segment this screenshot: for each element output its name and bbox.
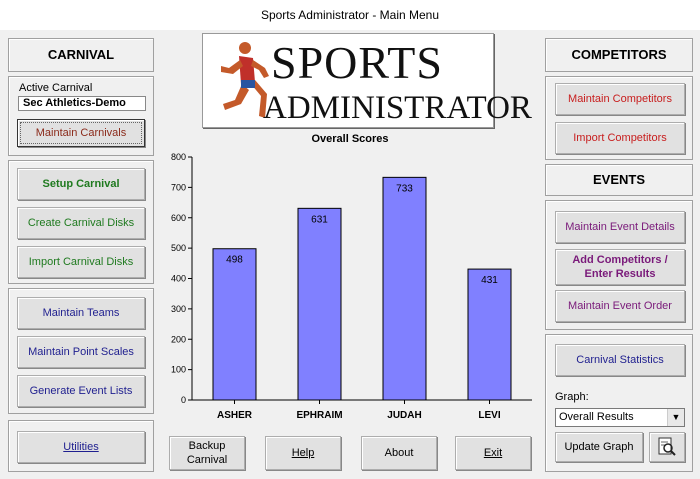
setup-carnival-label: Setup Carnival [42, 178, 120, 190]
maintain-teams-label: Maintain Teams [42, 307, 120, 319]
maintain-event-details-label: Maintain Event Details [565, 221, 675, 233]
about-label: About [384, 447, 414, 459]
y-tick-label: 700 [171, 182, 186, 192]
exit-label: Exit [483, 447, 503, 459]
carnival-heading: CARNIVAL [47, 47, 115, 62]
utilities-button[interactable]: Utilities [17, 431, 145, 463]
y-tick-label: 600 [171, 213, 186, 223]
carnival-statistics-label: Carnival Statistics [576, 354, 664, 366]
graph-select[interactable]: Overall Results ▼ [555, 408, 685, 427]
graph-select-value: Overall Results [559, 411, 634, 423]
maintain-event-order-label: Maintain Event Order [568, 300, 672, 312]
y-tick-label: 0 [181, 395, 186, 405]
maintain-event-details-button[interactable]: Maintain Event Details [555, 211, 685, 243]
active-carnival-panel: Active Carnival Sec Athletics-Demo Maint… [8, 76, 154, 156]
print-preview-button[interactable] [649, 432, 685, 462]
runner-icon [221, 42, 269, 118]
data-label-judah: 733 [396, 183, 413, 194]
backup-carnival-label-line-2: Carnival [186, 454, 228, 466]
logo-line-1: SPORTS [271, 37, 443, 88]
competitors-header-panel: COMPETITORS [545, 38, 693, 72]
bar-asher [212, 248, 257, 401]
import-carnival-disks-label: Import Carnival Disks [28, 256, 134, 268]
print-preview-icon [658, 437, 676, 456]
generate-event-lists-label: Generate Event Lists [29, 385, 133, 397]
exit-button[interactable]: Exit [455, 436, 531, 470]
carnival-statistics-button[interactable]: Carnival Statistics [555, 344, 685, 376]
active-carnival-label: Active Carnival [19, 82, 93, 94]
help-label: Help [291, 447, 315, 459]
x-tick-label-ephraim: EPHRAIM [296, 410, 342, 421]
import-competitors-label: Import Competitors [573, 132, 667, 144]
events-header-panel: EVENTS [545, 164, 693, 196]
data-label-ephraim: 631 [311, 214, 328, 225]
generate-event-lists-button[interactable]: Generate Event Lists [17, 375, 145, 407]
active-carnival-value: Sec Athletics-Demo [18, 96, 146, 111]
create-carnival-disks-button[interactable]: Create Carnival Disks [17, 207, 145, 239]
carnival-config-panel: Maintain Teams Maintain Point Scales Gen… [8, 288, 154, 414]
logo-line-2: ADMINISTRATOR [263, 90, 532, 126]
add-competitors-enter-results-button[interactable]: Add Competitors / Enter Results [555, 249, 685, 285]
competitors-heading: COMPETITORS [571, 47, 667, 62]
events-panel: Maintain Event Details Add Competitors /… [545, 200, 693, 330]
y-tick-label: 300 [171, 304, 186, 314]
carnival-header-panel: CARNIVAL [8, 38, 154, 72]
bar-judah [382, 176, 427, 401]
y-tick-label: 800 [171, 152, 186, 162]
setup-carnival-button[interactable]: Setup Carnival [17, 168, 145, 200]
bar-ephraim [297, 207, 342, 401]
backup-carnival-label-line-1: Backup [188, 440, 226, 452]
carnival-setup-panel: Setup Carnival Create Carnival Disks Imp… [8, 160, 154, 284]
import-carnival-disks-button[interactable]: Import Carnival Disks [17, 246, 145, 278]
add-competitors-label-line-2: Enter Results [584, 268, 656, 280]
y-tick-label: 100 [171, 365, 186, 375]
maintain-point-scales-button[interactable]: Maintain Point Scales [17, 336, 145, 368]
update-graph-button[interactable]: Update Graph [555, 432, 643, 462]
y-tick-label: 200 [171, 334, 186, 344]
update-graph-label: Update Graph [564, 441, 634, 453]
bar-levi [467, 268, 512, 401]
maintain-carnivals-button[interactable]: Maintain Carnivals [17, 119, 145, 147]
maintain-competitors-label: Maintain Competitors [568, 93, 672, 105]
help-button[interactable]: Help [265, 436, 341, 470]
sports-administrator-logo: SPORTS ADMINISTRATOR [202, 33, 532, 128]
data-label-levi: 431 [481, 275, 498, 286]
backup-carnival-button[interactable]: Backup Carnival [169, 436, 245, 470]
utilities-label: Utilities [63, 441, 99, 453]
y-tick-label: 400 [171, 274, 186, 284]
chevron-down-icon[interactable]: ▼ [667, 409, 684, 426]
add-competitors-label-line-1: Add Competitors / [572, 254, 668, 266]
create-carnival-disks-label: Create Carnival Disks [27, 217, 135, 229]
competitors-panel: Maintain Competitors Import Competitors [545, 76, 693, 160]
overall-scores-chart: 0 100 200 300 400 500 600 700 800 498 ASHER 631 EPHR… [171, 152, 532, 421]
maintain-carnivals-label: Maintain Carnivals [35, 127, 127, 139]
maintain-point-scales-label: Maintain Point Scales [28, 346, 134, 358]
x-tick-label-judah: JUDAH [387, 410, 421, 421]
about-button[interactable]: About [361, 436, 437, 470]
maintain-teams-button[interactable]: Maintain Teams [17, 297, 145, 329]
maintain-event-order-button[interactable]: Maintain Event Order [555, 290, 685, 322]
y-tick-label: 500 [171, 243, 186, 253]
window-title: Sports Administrator - Main Menu [0, 0, 700, 30]
chart-title: Overall Scores [311, 133, 389, 145]
maintain-competitors-button[interactable]: Maintain Competitors [555, 83, 685, 115]
statistics-panel: Carnival Statistics Graph: Overall Resul… [545, 334, 693, 472]
data-label-asher: 498 [226, 255, 243, 266]
graph-label: Graph: [555, 391, 589, 403]
utilities-panel: Utilities [8, 420, 154, 472]
events-heading: EVENTS [592, 172, 645, 187]
import-competitors-button[interactable]: Import Competitors [555, 122, 685, 154]
x-tick-label-levi: LEVI [478, 410, 500, 421]
x-tick-label-asher: ASHER [217, 410, 253, 421]
